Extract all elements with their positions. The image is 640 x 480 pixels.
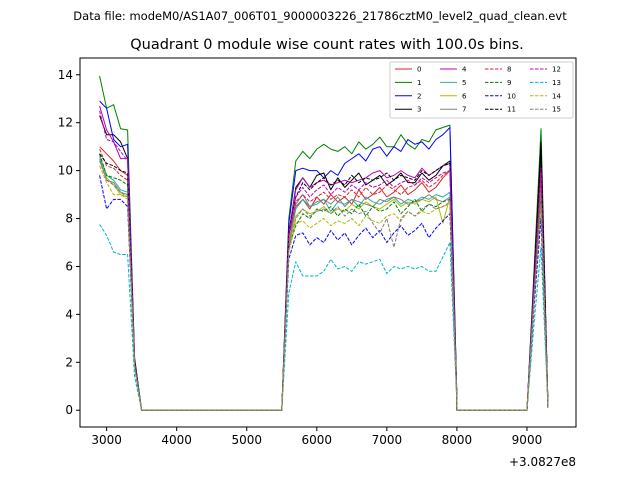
y-tick-label: 4 bbox=[65, 307, 73, 321]
series-line-4 bbox=[99, 105, 549, 411]
legend-label: 8 bbox=[507, 66, 511, 74]
y-tick-label: 2 bbox=[65, 355, 73, 369]
x-tick-label: 4000 bbox=[161, 433, 192, 447]
y-tick-label: 12 bbox=[58, 116, 73, 130]
series-line-1 bbox=[99, 75, 549, 411]
y-tick-label: 0 bbox=[65, 403, 73, 417]
x-tick-label: 5000 bbox=[231, 433, 262, 447]
legend-label: 14 bbox=[552, 92, 561, 100]
series-line-0 bbox=[99, 146, 549, 411]
x-tick-label: 9000 bbox=[512, 433, 543, 447]
series-line-7 bbox=[99, 158, 549, 411]
series-line-15 bbox=[99, 160, 549, 411]
legend-label: 6 bbox=[462, 92, 467, 100]
series-line-11 bbox=[99, 150, 549, 411]
legend-label: 12 bbox=[552, 66, 561, 74]
series-line-10 bbox=[99, 175, 549, 411]
legend-label: 11 bbox=[507, 106, 516, 114]
series-line-3 bbox=[99, 115, 549, 411]
legend-label: 3 bbox=[417, 106, 421, 114]
legend-label: 0 bbox=[417, 66, 421, 74]
series-line-13 bbox=[99, 224, 549, 411]
legend-label: 2 bbox=[417, 92, 421, 100]
series-line-12 bbox=[99, 110, 549, 411]
legend-label: 4 bbox=[462, 66, 467, 74]
y-tick-label: 8 bbox=[65, 212, 73, 226]
series-line-14 bbox=[99, 165, 549, 411]
chart-title: Quadrant 0 module wise count rates with … bbox=[130, 37, 524, 53]
y-axis: 0 2 4 6 8 10 12 14 bbox=[58, 68, 80, 417]
series-line-8 bbox=[99, 148, 549, 411]
legend-label: 15 bbox=[552, 106, 561, 114]
y-tick-label: 10 bbox=[58, 164, 73, 178]
series-line-2 bbox=[99, 100, 549, 411]
x-tick-label: 6000 bbox=[302, 433, 333, 447]
series-line-6 bbox=[99, 160, 549, 411]
x-tick-label: 8000 bbox=[442, 433, 473, 447]
x-axis-offset-label: +3.0827e8 bbox=[509, 455, 576, 469]
y-tick-label: 6 bbox=[65, 259, 73, 273]
y-tick-label: 14 bbox=[58, 68, 73, 82]
legend-label: 5 bbox=[462, 79, 466, 87]
legend-label: 7 bbox=[462, 106, 466, 114]
x-tick-label: 7000 bbox=[372, 433, 403, 447]
chart-suptitle: Data file: modeM0/AS1A07_006T01_90000032… bbox=[73, 9, 567, 23]
plot-frame bbox=[79, 57, 577, 428]
legend-label: 1 bbox=[417, 79, 421, 87]
legend-label: 9 bbox=[507, 79, 511, 87]
legend-label: 13 bbox=[552, 79, 561, 87]
x-axis: 3000 4000 5000 6000 7000 8000 9000 bbox=[91, 427, 542, 447]
x-tick-label: 3000 bbox=[91, 433, 122, 447]
plot-area bbox=[99, 75, 549, 411]
legend-label: 10 bbox=[507, 92, 516, 100]
legend-box bbox=[389, 61, 574, 119]
series-line-5 bbox=[99, 156, 549, 411]
